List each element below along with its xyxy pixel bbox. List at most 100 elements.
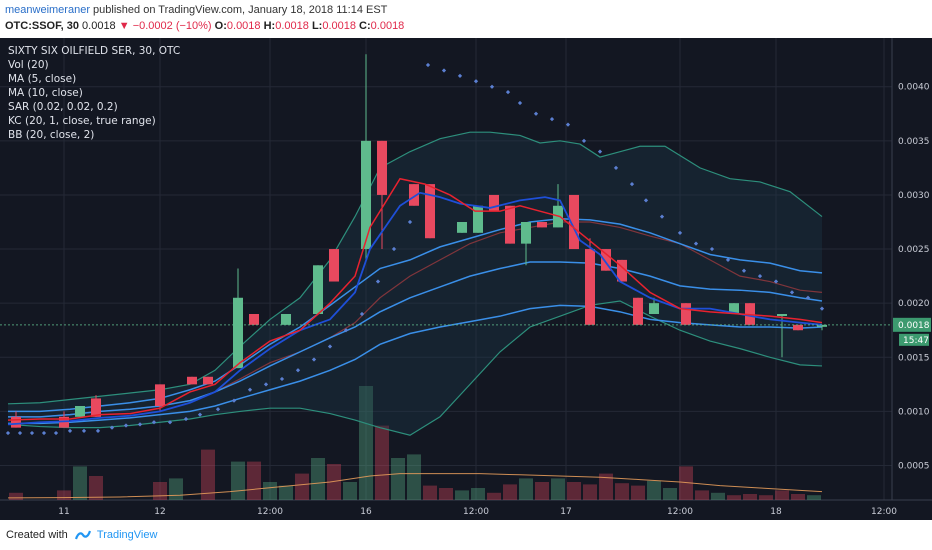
chart-area[interactable]: 0.0005 0.0010 0.0015 0.0020 0.0025 0.0030 0.00… (0, 38, 932, 520)
volume-bar (471, 488, 485, 500)
high-value: 0.0018 (275, 20, 309, 32)
candle-body (601, 249, 611, 271)
sar-dot (613, 165, 619, 171)
volume-bar (327, 464, 341, 500)
symbol-interval: OTC:SSOF, 30 (5, 20, 79, 32)
sar-dot (279, 376, 285, 382)
sar-dot (41, 430, 47, 436)
volume-bar (695, 490, 709, 500)
bb-fill (8, 132, 822, 436)
volume-bar (631, 485, 645, 500)
legend-vol[interactable]: Vol (20) (8, 59, 49, 71)
tradingview-logo-icon (74, 530, 91, 540)
legend-symbol[interactable]: SIXTY SIX OILFIELD SER, 30, OTC (8, 45, 181, 57)
change-arrow-icon: ▼ (118, 20, 130, 32)
sar-dot (137, 422, 143, 427)
sar-dot (517, 100, 523, 106)
legend-ma5[interactable]: MA (5, close) (8, 73, 77, 85)
candle-body (617, 259, 627, 282)
sar-dot (53, 430, 59, 436)
sar-dot (17, 430, 23, 436)
candle-body (681, 303, 691, 325)
open-label: O: (214, 20, 227, 32)
volume-bar (679, 466, 693, 500)
close-label: C: (359, 20, 371, 32)
sar-dot (709, 246, 715, 252)
y-tick-label: 0.0040 (898, 83, 930, 93)
volume-bar (311, 458, 325, 500)
tradingview-brand[interactable]: TradingView (96, 529, 158, 541)
volume-bar (583, 484, 597, 500)
candle-body (75, 406, 85, 417)
legend-ma10[interactable]: MA (10, close) (8, 87, 83, 99)
candle-body (425, 184, 435, 239)
volume-bar (455, 490, 469, 500)
bb-lower-line (7, 300, 823, 436)
ohlc-line: OTC:SSOF, 30 0.0018 ▼ −0.0002 (−10%) O: 0… (5, 20, 404, 32)
candle-body (155, 384, 165, 406)
last-price: 0.0018 (82, 20, 116, 32)
x-tick-label: 18 (770, 507, 782, 517)
volume-bar (439, 488, 453, 500)
volume-bar (503, 484, 517, 500)
y-tick-label: 0.0005 (898, 462, 930, 472)
candle-body (281, 314, 291, 325)
volume-bar (759, 495, 773, 500)
candle-body (585, 249, 595, 325)
kc-mid-line (8, 261, 823, 418)
sar-dot (659, 214, 665, 219)
candle-body (329, 249, 339, 282)
volume-bar (487, 492, 501, 500)
candle-body (187, 376, 197, 385)
sar-dot (677, 230, 683, 235)
volume-bar (647, 480, 661, 500)
volume-bar (247, 461, 261, 500)
candle-body (91, 398, 101, 417)
volume-bar (551, 478, 565, 500)
candle-body (313, 265, 323, 314)
volume-bar (615, 483, 629, 500)
sar-dot (263, 382, 269, 387)
sar-dot (197, 412, 203, 417)
legend-bb[interactable]: BB (20, close, 2) (8, 129, 95, 141)
sar-dot (247, 387, 253, 392)
volume-bar (57, 490, 71, 500)
sar-dot (425, 62, 431, 68)
sar-dot (741, 268, 747, 273)
legend-sar[interactable]: SAR (0.02, 0.02, 0.2) (8, 101, 118, 113)
sar-dot (597, 149, 603, 154)
candle-body (361, 140, 371, 250)
footer: Created with TradingView (0, 520, 932, 550)
candle-body (457, 222, 467, 233)
ma5-line (7, 177, 823, 421)
candle-body (649, 303, 659, 314)
volume-bar (775, 490, 789, 500)
volume-bar (279, 485, 293, 500)
high-label: H: (263, 20, 276, 32)
change-value: −0.0002 (−10%) (132, 20, 212, 32)
candle-body (473, 205, 483, 233)
volume-bar (407, 454, 421, 500)
low-label: L: (311, 20, 323, 32)
sar-dot (81, 428, 87, 434)
volume-bar (791, 494, 805, 500)
candle-body (817, 324, 827, 327)
x-tick-label: 17 (560, 507, 571, 517)
publish-text: published on TradingView.com, January 18… (93, 4, 388, 16)
author-link[interactable]: meanweimeraner (5, 4, 90, 16)
sar-dot (473, 79, 479, 84)
sar-dot (215, 407, 221, 412)
x-tick-label: 16 (360, 507, 372, 517)
price-chart[interactable]: 0.0005 0.0010 0.0015 0.0020 0.0025 0.0030 0.00… (0, 38, 932, 520)
x-tick-label: 12:00 (257, 507, 283, 517)
legend-kc[interactable]: KC (20, 1, close, true range) (8, 115, 156, 127)
volume-bar (519, 478, 533, 500)
volume-ma-line (7, 473, 823, 499)
sar-dot (183, 416, 189, 422)
y-tick-label: 0.0030 (898, 191, 930, 201)
created-with: Created with TradingView (6, 529, 157, 541)
volume-bar (807, 495, 821, 500)
sar-dot (693, 241, 699, 246)
sar-dot (311, 357, 317, 362)
volume-bar (73, 466, 87, 500)
